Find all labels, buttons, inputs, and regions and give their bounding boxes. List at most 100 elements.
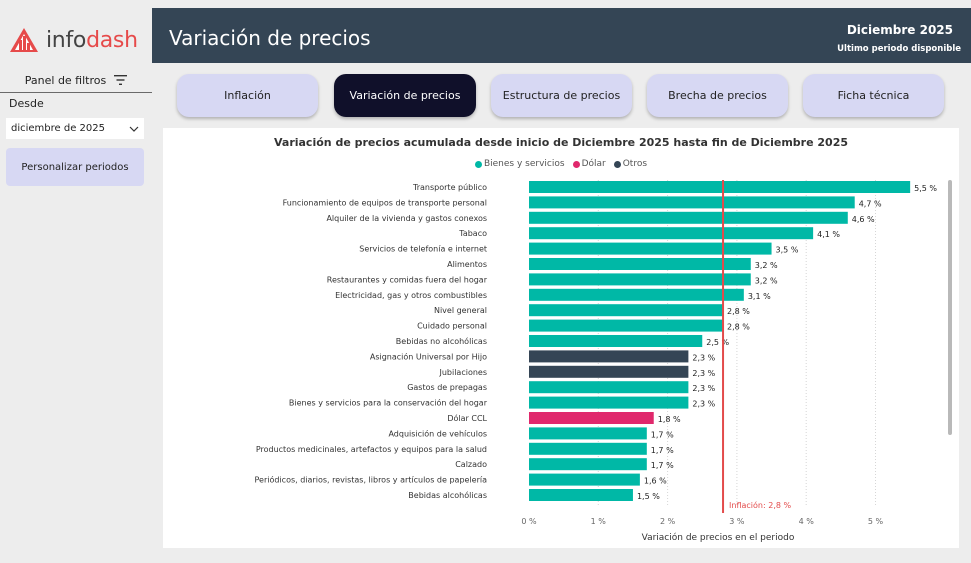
category-label: Periódicos, diarios, revistas, libros y …: [255, 475, 488, 485]
category-label: Productos medicinales, artefactos y equi…: [256, 445, 487, 454]
filter-sidebar: infodash Panel de filtros Desde diciembr…: [0, 0, 152, 563]
x-tick-label: 2 %: [660, 517, 676, 526]
chart-scrollbar[interactable]: [948, 180, 952, 435]
bar[interactable]: [529, 196, 855, 209]
bar[interactable]: [529, 458, 647, 471]
tab-inflacion[interactable]: Inflación: [177, 74, 318, 117]
legend-item-dolar[interactable]: Dólar: [572, 159, 606, 169]
logo-text: infodash: [46, 28, 138, 53]
value-label: 1,8 %: [658, 415, 681, 424]
bar[interactable]: [529, 288, 744, 301]
value-label: 4,6 %: [852, 215, 875, 224]
value-label: 2,3 %: [692, 384, 715, 393]
value-label: 3,2 %: [755, 261, 778, 270]
category-label: Bebidas no alcohólicas: [396, 336, 487, 346]
bar[interactable]: [529, 412, 654, 424]
chart-title: Variación de precios acumulada desde ini…: [273, 136, 848, 149]
from-date-value: diciembre de 2025: [11, 123, 105, 134]
bar[interactable]: [529, 319, 724, 332]
legend-item-otros[interactable]: Otros: [613, 159, 648, 169]
bar[interactable]: [529, 242, 772, 255]
filter-icon: [114, 75, 128, 85]
legend-label-otros: Otros: [622, 159, 648, 169]
tab-estructura-de-precios[interactable]: Estructura de precios: [491, 74, 632, 117]
category-label: Transporte público: [412, 183, 487, 192]
infodash-logo: infodash: [8, 24, 138, 56]
tab-ficha-tecnica[interactable]: Ficha técnica: [803, 74, 944, 117]
value-label: 4,1 %: [817, 230, 840, 239]
inflation-reference-label: Inflación: 2,8 %: [729, 500, 791, 510]
page-title: Variación de precios: [169, 26, 371, 50]
from-label: Desde: [9, 97, 44, 110]
bar[interactable]: [529, 273, 751, 286]
category-label: Nivel general: [434, 306, 487, 315]
value-label: 1,7 %: [651, 446, 674, 455]
value-label: 1,6 %: [644, 477, 667, 486]
category-label: Adquisición de vehículos: [388, 428, 487, 438]
logo-mark-icon: [10, 28, 38, 52]
category-label: Dólar CCL: [447, 413, 487, 423]
logo-text-main: info: [46, 27, 87, 53]
x-tick-label: 3 %: [729, 517, 745, 526]
value-label: 1,7 %: [651, 461, 674, 470]
bar[interactable]: [529, 381, 689, 394]
chart-legend: Bienes y servicios Dólar Otros: [163, 159, 959, 169]
value-label: 3,1 %: [748, 292, 771, 301]
bar[interactable]: [529, 350, 689, 363]
bar[interactable]: [529, 427, 647, 440]
value-label: 1,5 %: [637, 492, 660, 501]
bar[interactable]: [529, 181, 911, 193]
page-header: Variación de precios Diciembre 2025 Ulti…: [152, 8, 971, 63]
category-label: Asignación Universal por Hijo: [370, 351, 487, 361]
bar[interactable]: [529, 211, 848, 224]
bar-chart: 0 % 1 % 2 % 3 % 4 % 5 % Transporte público 5,5 …: [255, 180, 937, 543]
value-label: 3,5 %: [776, 246, 799, 255]
value-label: 4,7 %: [859, 199, 882, 208]
value-label: 3,2 %: [755, 276, 778, 285]
chart-panel: Variación de precios acumulada desde ini…: [163, 128, 959, 548]
bar[interactable]: [529, 227, 814, 240]
x-tick-label: 1 %: [591, 517, 607, 526]
from-date-select[interactable]: diciembre de 2025: [6, 118, 144, 139]
legend-label-dolar: Dólar: [581, 159, 606, 169]
category-label: Bienes y servicios para la conservación …: [289, 398, 488, 408]
tab-brecha-de-precios[interactable]: Brecha de precios: [647, 74, 788, 117]
bar[interactable]: [529, 258, 751, 270]
category-label: Alimentos: [447, 260, 487, 269]
filters-panel-header[interactable]: Panel de filtros: [0, 68, 152, 93]
x-tick-label: 5 %: [868, 517, 884, 526]
bar[interactable]: [529, 304, 724, 317]
category-label: Electricidad, gas y otros combustibles: [335, 291, 487, 300]
x-tick-label: 0 %: [521, 517, 537, 526]
chevron-down-icon: [129, 126, 139, 132]
legend-item-bienes[interactable]: Bienes y servicios: [474, 159, 565, 169]
bar[interactable]: [529, 396, 689, 409]
value-label: 2,5 %: [706, 338, 729, 347]
x-tick-label: 4 %: [799, 517, 815, 526]
legend-dot-otros: [613, 160, 621, 168]
tab-variacion-de-precios[interactable]: Variación de precios: [334, 74, 476, 117]
category-label: Cuidado personal: [417, 322, 487, 331]
category-label: Jubilaciones: [438, 368, 487, 377]
category-label: Calzado: [455, 460, 487, 469]
logo-text-accent: dash: [86, 27, 138, 53]
value-label: 1,7 %: [651, 430, 674, 439]
category-label: Funcionamiento de equipos de transporte …: [283, 198, 487, 207]
bar[interactable]: [529, 473, 640, 486]
value-label: 2,3 %: [692, 369, 715, 378]
value-label: 5,5 %: [914, 184, 937, 193]
category-label: Servicios de telefonía e internet: [359, 245, 487, 254]
category-label: Gastos de prepagas: [407, 383, 487, 392]
category-label: Restaurantes y comidas fuera del hogar: [327, 275, 488, 284]
bar[interactable]: [529, 365, 689, 378]
bar[interactable]: [529, 489, 633, 501]
period-label: Diciembre 2025: [846, 23, 953, 37]
legend-dot-dolar: [572, 160, 580, 168]
bar[interactable]: [529, 335, 703, 347]
bar[interactable]: [529, 442, 647, 455]
period-note: Ultimo periodo disponible: [837, 44, 961, 54]
value-label: 2,8 %: [727, 307, 750, 316]
category-label: Alquiler de la vivienda y gastos conexos: [326, 214, 487, 223]
value-label: 2,8 %: [727, 323, 750, 332]
customize-periods-button[interactable]: Personalizar periodos: [6, 148, 144, 186]
